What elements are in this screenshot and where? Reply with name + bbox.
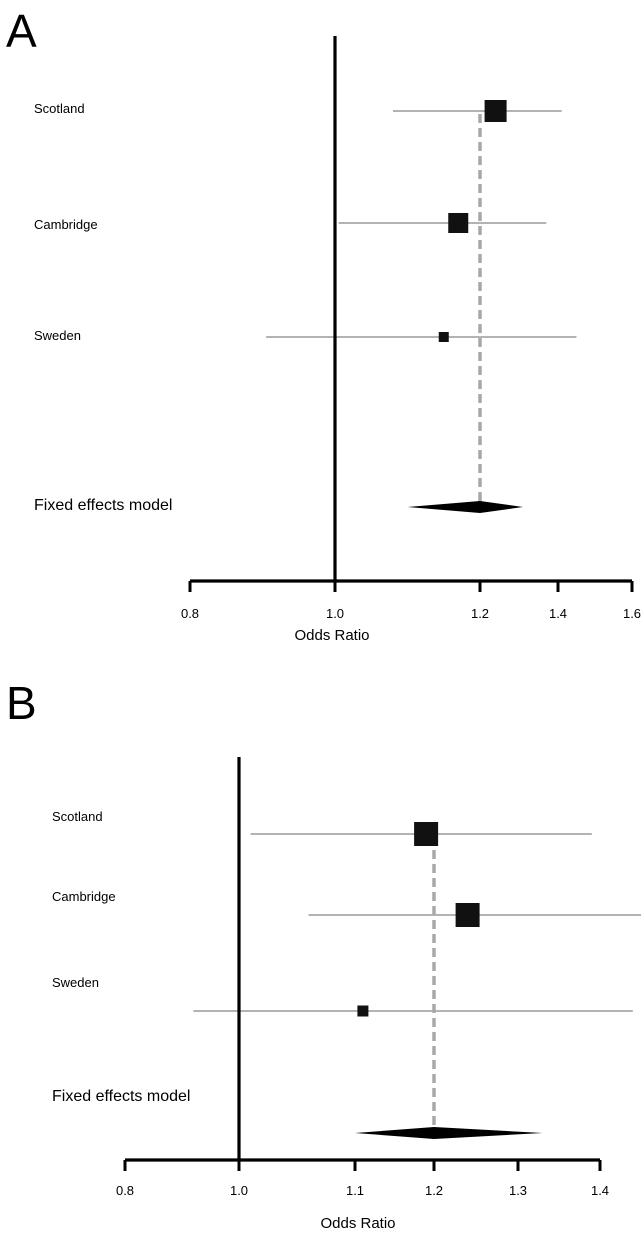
tick-label: 0.8 bbox=[180, 606, 200, 621]
point-estimate-scotland bbox=[484, 100, 507, 122]
tick-label: 1.4 bbox=[590, 1183, 610, 1198]
study-label-sweden: Sweden bbox=[52, 975, 99, 990]
tick-label: 1.0 bbox=[325, 606, 345, 621]
tick-label: 0.8 bbox=[115, 1183, 135, 1198]
summary-diamond bbox=[407, 501, 523, 513]
study-label-cambridge: Cambridge bbox=[34, 217, 98, 232]
forest-plot-a bbox=[188, 36, 634, 592]
study-label-sweden: Sweden bbox=[34, 328, 81, 343]
study-label-scotland: Scotland bbox=[52, 809, 103, 824]
x-axis-title: Odds Ratio bbox=[294, 627, 370, 644]
summary-diamond bbox=[355, 1127, 543, 1139]
study-label-cambridge: Cambridge bbox=[52, 889, 116, 904]
point-estimate-cambridge bbox=[455, 903, 480, 927]
tick-label: 1.4 bbox=[548, 606, 568, 621]
panel-label: B bbox=[6, 677, 37, 729]
point-estimate-sweden bbox=[438, 332, 449, 342]
tick-label: 1.1 bbox=[345, 1183, 365, 1198]
panel-a: A Scotland Cambridge Sweden Fixed effect… bbox=[6, 5, 642, 644]
point-estimate-scotland bbox=[414, 822, 439, 846]
panel-b: B Scotland Cambridge Sweden Fixed effect… bbox=[0, 660, 643, 1241]
tick-label: 1.3 bbox=[508, 1183, 528, 1198]
tick-label: 1.2 bbox=[424, 1183, 444, 1198]
panel-label: A bbox=[6, 5, 37, 57]
summary-label: Fixed effects model bbox=[34, 497, 173, 514]
tick-label: 1.2 bbox=[470, 606, 490, 621]
point-estimate-sweden bbox=[357, 1005, 369, 1017]
point-estimate-cambridge bbox=[448, 213, 469, 233]
x-axis-title: Odds Ratio bbox=[320, 1215, 396, 1232]
summary-label: Fixed effects model bbox=[52, 1088, 191, 1105]
forest-plot-b bbox=[123, 757, 641, 1171]
tick-label: 1.0 bbox=[229, 1183, 249, 1198]
tick-label: 1.6 bbox=[622, 606, 642, 621]
study-label-scotland: Scotland bbox=[34, 101, 85, 116]
